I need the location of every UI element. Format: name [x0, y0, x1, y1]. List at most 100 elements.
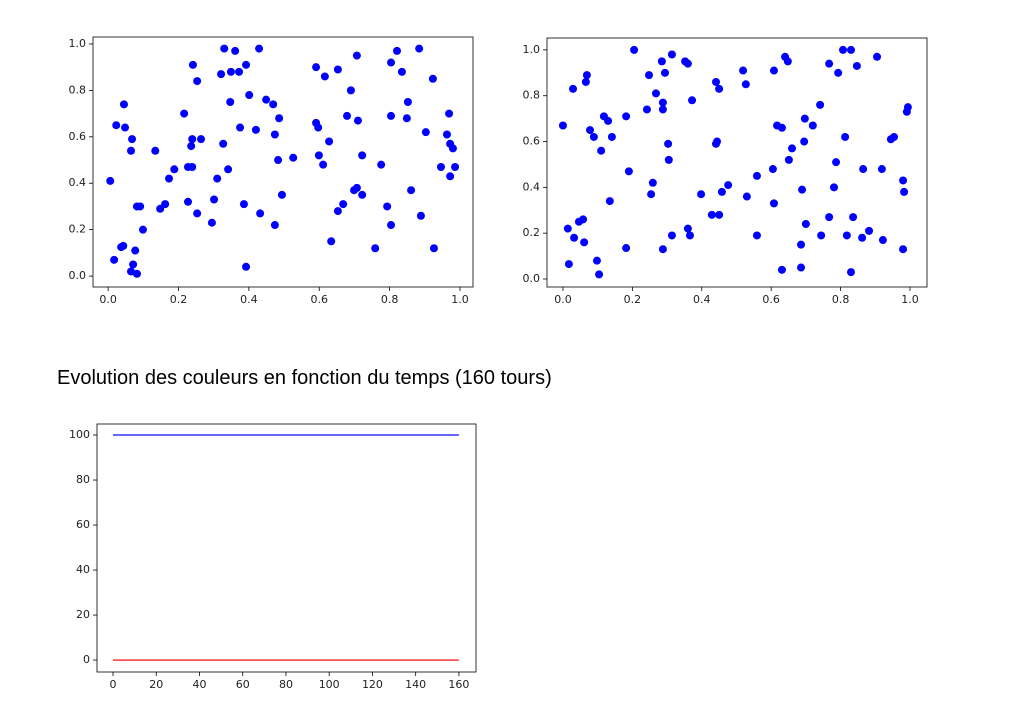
point [235, 67, 244, 76]
point [582, 71, 591, 80]
point [564, 260, 573, 269]
point [847, 268, 855, 277]
point [428, 74, 437, 83]
point [890, 132, 899, 141]
point [314, 123, 323, 132]
point [131, 246, 140, 255]
point [622, 112, 631, 121]
y-tick-label: 0.8 [523, 89, 541, 102]
point [630, 45, 639, 54]
point [213, 174, 222, 183]
point [161, 200, 170, 209]
point [648, 178, 657, 187]
point [358, 190, 367, 199]
point [847, 45, 855, 54]
point [136, 202, 145, 211]
point [224, 165, 233, 174]
point [219, 139, 228, 148]
point [387, 221, 396, 230]
point [622, 244, 631, 253]
y-tick-label: 20 [76, 608, 90, 621]
point [393, 46, 401, 55]
point [825, 213, 834, 222]
y-tick-label: 100 [69, 428, 90, 441]
y-tick-label: 40 [76, 563, 90, 576]
x-tick-label: 1.0 [451, 293, 469, 306]
point [742, 192, 751, 201]
y-tick-label: 60 [76, 518, 90, 531]
point [165, 174, 173, 183]
y-tick-label: 0.2 [69, 223, 87, 236]
point [841, 132, 850, 141]
point [403, 97, 412, 106]
point [563, 224, 572, 233]
point [783, 57, 792, 66]
point [570, 233, 579, 242]
point [715, 84, 724, 93]
point [647, 190, 656, 199]
point [825, 59, 834, 68]
point [707, 210, 716, 219]
point [397, 67, 406, 76]
point [589, 132, 598, 141]
point [320, 72, 329, 81]
point [421, 128, 430, 137]
point [558, 121, 567, 130]
point [451, 162, 460, 171]
point [245, 91, 254, 100]
x-tick-label: 0 [109, 678, 116, 691]
point [660, 68, 669, 77]
point [859, 165, 868, 174]
point [132, 269, 141, 278]
point [873, 52, 882, 61]
point [387, 111, 396, 120]
point [858, 233, 867, 242]
point [325, 137, 334, 146]
point [688, 96, 697, 105]
point [798, 185, 807, 194]
x-tick-label: 0.6 [762, 293, 780, 306]
point [110, 255, 119, 264]
x-tick-label: 160 [448, 678, 469, 691]
y-tick-label: 0.8 [69, 83, 87, 96]
point [849, 213, 858, 222]
x-tick-label: 0.0 [554, 293, 572, 306]
point [697, 190, 706, 199]
x-tick-label: 100 [319, 678, 340, 691]
point [604, 116, 613, 125]
point [442, 130, 451, 139]
point [220, 44, 229, 53]
point [683, 59, 692, 68]
point [275, 114, 284, 123]
point [667, 231, 676, 240]
point [899, 176, 908, 185]
x-tick-label: 0.6 [310, 293, 328, 306]
point [188, 162, 197, 171]
point [327, 237, 336, 246]
point [768, 165, 777, 174]
point [878, 236, 887, 245]
point [900, 187, 909, 196]
point [664, 139, 673, 148]
point [816, 100, 825, 109]
point [377, 160, 386, 169]
point [829, 183, 838, 192]
point [624, 167, 633, 176]
chart-title: Evolution des couleurs en fonction du te… [57, 367, 552, 389]
point [658, 98, 667, 107]
point [251, 125, 260, 134]
x-tick-label: 140 [405, 678, 426, 691]
point [416, 211, 425, 220]
point [712, 77, 721, 86]
x-tick-label: 60 [236, 678, 250, 691]
point [645, 71, 654, 80]
point [112, 121, 121, 130]
y-tick-label: 0.6 [523, 135, 541, 148]
y-tick-label: 0.4 [69, 176, 87, 189]
point [724, 181, 733, 190]
point [664, 155, 673, 164]
x-tick-label: 40 [192, 678, 206, 691]
point [899, 245, 908, 254]
point [180, 109, 189, 118]
point [151, 146, 160, 155]
